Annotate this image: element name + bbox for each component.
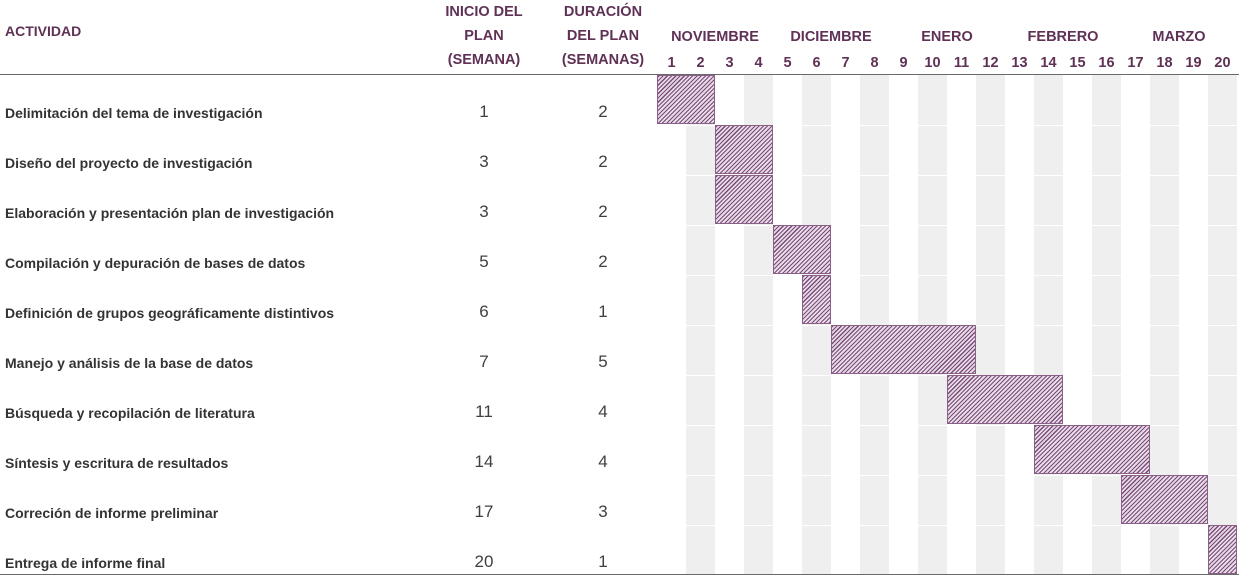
week-stripe	[918, 75, 947, 574]
header-duration-line3: (SEMANAS)	[561, 52, 645, 68]
task-duration: 1	[598, 302, 608, 321]
task-duration: 3	[598, 502, 608, 521]
week-number: 5	[783, 55, 792, 71]
task-name: Síntesis y escritura de resultados	[5, 455, 229, 471]
row-separator	[657, 175, 1238, 176]
week-number: 19	[1185, 55, 1202, 71]
gantt-bar	[1208, 525, 1237, 574]
week-number: 11	[953, 55, 970, 71]
week-number: 4	[754, 55, 763, 71]
header-start-line1: INICIO DEL	[445, 4, 523, 20]
gantt-bar	[657, 75, 715, 124]
month-label: NOVIEMBRE	[671, 29, 759, 45]
month-label: MARZO	[1152, 29, 1206, 45]
gantt-bar	[947, 375, 1063, 424]
header-duration-line2: DEL PLAN	[566, 28, 640, 44]
month-label: ENERO	[921, 29, 973, 45]
row-separator	[657, 225, 1238, 226]
week-stripe	[1034, 75, 1063, 574]
week-number: 14	[1040, 55, 1057, 71]
task-start-week: 11	[475, 402, 493, 421]
task-duration: 4	[598, 402, 608, 421]
row-separator	[657, 275, 1238, 276]
week-number: 18	[1156, 55, 1173, 71]
week-number: 1	[667, 55, 676, 71]
week-number: 13	[1011, 55, 1028, 71]
task-start-week: 3	[479, 152, 489, 171]
task-duration: 2	[598, 152, 608, 171]
task-duration: 1	[598, 552, 608, 571]
task-name: Búsqueda y recopilación de literatura	[5, 405, 255, 421]
week-stripe	[686, 75, 715, 574]
task-name: Manejo y análisis de la base de datos	[5, 355, 254, 371]
week-number: 6	[812, 55, 821, 71]
task-name: Diseño del proyecto de investigación	[5, 155, 253, 171]
task-name: Entrega de informe final	[5, 555, 166, 571]
task-start-week: 7	[479, 352, 489, 371]
task-start-week: 14	[474, 452, 494, 471]
header-activity: ACTIVIDAD	[5, 23, 82, 39]
task-duration: 4	[598, 452, 608, 471]
task-duration: 5	[598, 352, 608, 371]
header-divider	[0, 74, 1239, 75]
week-number: 20	[1214, 55, 1231, 71]
task-name: Elaboración y presentación plan de inves…	[5, 205, 335, 221]
task-start-week: 20	[474, 552, 494, 571]
header-duration-line1: DURACIÓN	[563, 4, 643, 20]
row-separator	[657, 475, 1238, 476]
gantt-bar	[773, 225, 831, 274]
week-stripe	[1208, 75, 1237, 574]
task-name: Compilación y depuración de bases de dat…	[5, 255, 306, 271]
header-duration: DURACIÓN DEL PLAN (SEMANAS)	[542, 0, 664, 72]
header-start-line3: (SEMANA)	[447, 52, 521, 68]
week-number: 16	[1098, 55, 1115, 71]
week-number: 12	[982, 55, 999, 71]
week-stripe	[860, 75, 889, 574]
week-number: 7	[841, 55, 850, 71]
header-start-line2: PLAN	[464, 28, 504, 44]
week-stripe	[976, 75, 1005, 574]
month-label: FEBRERO	[1027, 29, 1099, 45]
gantt-bar	[715, 125, 773, 174]
row-separator	[657, 425, 1238, 426]
task-start-week: 3	[479, 202, 489, 221]
gantt-bar	[1034, 425, 1150, 474]
week-number: 15	[1069, 55, 1086, 71]
task-start-week: 5	[479, 252, 489, 271]
row-separator	[657, 125, 1238, 126]
month-label: DICIEMBRE	[790, 29, 872, 45]
gantt-bar	[1121, 475, 1208, 524]
week-number: 10	[924, 55, 941, 71]
week-number: 3	[725, 55, 734, 71]
week-number: 17	[1127, 55, 1144, 71]
task-duration: 2	[598, 252, 608, 271]
week-number: 8	[870, 55, 879, 71]
task-start-week: 6	[479, 302, 489, 321]
task-start-week: 17	[474, 502, 494, 521]
gantt-bar	[831, 325, 976, 374]
bottom-divider	[0, 574, 1239, 575]
gantt-bar	[802, 275, 831, 324]
row-separator	[657, 525, 1238, 526]
header-start-week: INICIO DEL PLAN (SEMANA)	[424, 0, 544, 72]
task-start-week: 1	[479, 102, 489, 121]
task-name: Correción de informe preliminar	[5, 505, 219, 521]
task-duration: 2	[598, 102, 608, 121]
week-stripe	[802, 75, 831, 574]
task-name: Delimitación del tema de investigación	[5, 105, 263, 121]
gantt-bar	[715, 175, 773, 224]
task-name: Definición de grupos geográficamente dis…	[5, 305, 335, 321]
task-duration: 2	[598, 202, 608, 221]
week-number: 2	[696, 55, 705, 71]
week-number: 9	[899, 55, 908, 71]
week-stripe	[1092, 75, 1121, 574]
